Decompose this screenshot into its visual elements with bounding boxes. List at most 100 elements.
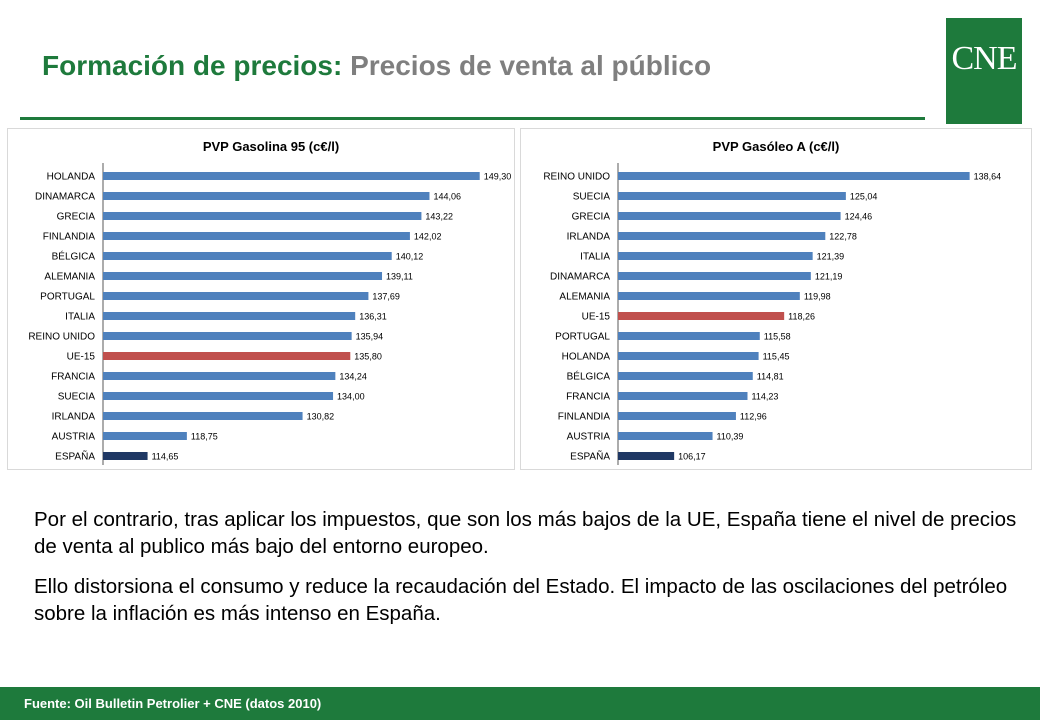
bar-grecia [618,212,841,220]
category-label-grecia: GRECIA [57,212,96,223]
diesel-chart-panel: PVP Gasóleo A (c€/l) REINO UNIDO 138,64 SUE… [520,128,1032,470]
chart-title: PVP Gasóleo A (c€/l) [713,139,840,154]
bar-austria [618,432,713,440]
value-label-ue-15: 135,80 [354,352,382,362]
footer-bar: Fuente: Oil Bulletin Petrolier + CNE (da… [0,687,1040,720]
page-title-sub: Precios de venta al público [350,50,712,81]
value-label-belgica: 114,81 [757,372,784,382]
value-label-irlanda: 130,82 [307,412,335,422]
diesel-price-chart: PVP Gasóleo A (c€/l) REINO UNIDO 138,64 SUE… [543,139,1002,465]
category-label-ue-15: UE-15 [67,352,96,363]
value-label-alemania: 139,11 [386,272,413,282]
value-label-holanda: 115,45 [763,352,790,362]
category-label-grecia: GRECIA [572,212,611,223]
value-label-reino-unido: 135,94 [356,332,384,342]
value-label-belgica: 140,12 [396,252,424,262]
bar-finlandia [103,232,410,240]
category-label-belgica: BÉLGICA [567,370,611,383]
value-label-francia: 114,23 [751,392,778,402]
category-label-austria: AUSTRIA [567,432,611,443]
bar-ue-15 [618,312,785,320]
category-label-irlanda: IRLANDA [567,232,611,243]
bar-francia [618,392,748,400]
value-label-finlandia: 112,96 [740,412,767,422]
category-label-dinamarca: DINAMARCA [550,272,610,283]
value-label-holanda: 149,30 [484,172,512,182]
value-label-espana: 106,17 [678,452,706,462]
value-label-grecia: 143,22 [425,212,453,222]
chart-title: PVP Gasolina 95 (c€/l) [203,139,339,154]
category-label-finlandia: FINLANDIA [558,412,611,423]
bar-italia [618,252,813,260]
value-label-italia: 121,39 [817,252,845,262]
value-label-alemania: 119,98 [804,292,831,302]
bar-holanda [103,172,480,180]
value-label-finlandia: 142,02 [414,232,442,242]
category-label-holanda: HOLANDA [562,352,611,363]
bar-suecia [103,392,334,400]
category-label-holanda: HOLANDA [47,172,96,183]
bar-portugal [618,332,760,340]
bar-dinamarca [618,272,811,280]
source-note: Fuente: Oil Bulletin Petrolier + CNE (da… [24,696,322,711]
category-label-finlandia: FINLANDIA [43,232,96,243]
value-label-irlanda: 122,78 [829,232,857,242]
bar-alemania [618,292,800,300]
bar-suecia [618,192,846,200]
category-label-belgica: BÉLGICA [52,250,96,263]
bar-espana [103,452,148,460]
category-label-italia: ITALIA [65,312,95,323]
category-label-portugal: PORTUGAL [555,332,610,343]
value-label-francia: 134,24 [339,372,367,382]
category-label-austria: AUSTRIA [52,432,96,443]
gasoline-price-chart: PVP Gasolina 95 (c€/l) HOLANDA 149,30 DINAM… [28,139,512,465]
bar-espana [618,452,675,460]
page-title-main: Formación de precios: [42,50,343,81]
category-label-alemania: ALEMANIA [559,292,610,303]
value-label-dinamarca: 144,06 [433,192,461,202]
category-label-reino-unido: REINO UNIDO [543,172,610,183]
bar-ue-15 [103,352,351,360]
value-label-reino-unido: 138,64 [974,172,1002,182]
value-label-suecia: 134,00 [337,392,365,402]
value-label-portugal: 137,69 [372,292,400,302]
category-label-reino-unido: REINO UNIDO [28,332,95,343]
value-label-dinamarca: 121,19 [815,272,843,282]
value-label-suecia: 125,04 [850,192,878,202]
category-label-dinamarca: DINAMARCA [35,192,95,203]
value-label-grecia: 124,46 [845,212,873,222]
body-paragraph-2: Ello distorsiona el consumo y reduce la … [34,575,1008,625]
gasoline-chart-panel: PVP Gasolina 95 (c€/l) HOLANDA 149,30 DINAM… [7,128,515,470]
bar-italia [103,312,356,320]
page-title: Formación de precios: Precios de venta a… [42,50,711,82]
cne-logo: CNE [946,18,1022,124]
bar-holanda [618,352,759,360]
title-divider [20,117,925,120]
bar-austria [103,432,187,440]
value-label-austria: 110,39 [717,432,744,442]
category-label-francia: FRANCIA [51,372,95,383]
value-label-portugal: 115,58 [764,332,791,342]
bar-belgica [103,252,392,260]
bar-reino-unido [103,332,352,340]
bar-alemania [103,272,383,280]
bar-irlanda [103,412,303,420]
category-label-portugal: PORTUGAL [40,292,95,303]
bar-irlanda [618,232,826,240]
bar-finlandia [618,412,736,420]
body-paragraph-1: Por el contrario, tras aplicar los impue… [34,508,1017,558]
bar-dinamarca [103,192,430,200]
bar-portugal [103,292,369,300]
bar-reino-unido [618,172,970,180]
bar-belgica [618,372,753,380]
value-label-espana: 114,65 [152,452,179,462]
category-label-italia: ITALIA [580,252,610,263]
bar-grecia [103,212,422,220]
category-label-espana: ESPAÑA [55,450,95,463]
value-label-austria: 118,75 [191,432,218,442]
category-label-suecia: SUECIA [573,192,611,203]
category-label-espana: ESPAÑA [570,450,610,463]
category-label-ue-15: UE-15 [582,312,611,323]
category-label-francia: FRANCIA [566,392,610,403]
category-label-irlanda: IRLANDA [52,412,96,423]
